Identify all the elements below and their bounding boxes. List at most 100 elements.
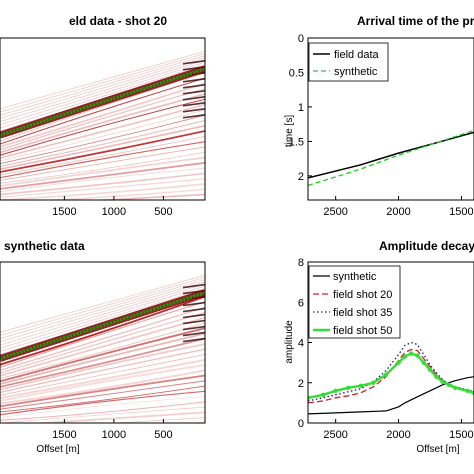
legend-box — [308, 42, 389, 82]
reflection-event — [0, 306, 205, 371]
data-point — [308, 395, 311, 401]
reflection-event — [0, 385, 205, 413]
picked-arrival-line — [0, 67, 205, 137]
plot-frame — [0, 261, 206, 424]
reflection-event — [0, 311, 205, 374]
y-tick-label: 1.5 — [289, 136, 304, 148]
reflection-event — [182, 331, 205, 337]
reflection-event — [0, 288, 205, 352]
data-point — [452, 385, 458, 390]
reflection-event — [0, 348, 205, 394]
reflection-event — [0, 354, 205, 396]
reflection-event — [182, 95, 205, 101]
y-tick-label: 4 — [298, 338, 304, 350]
reflection-event — [0, 172, 205, 196]
x-tick-labels: 1500 1000 500 — [52, 196, 173, 218]
reflection-event — [0, 322, 205, 380]
data-point — [358, 383, 364, 388]
legend-label-shot-50: field shot 50 — [333, 325, 392, 337]
legend-label-synthetic: synthetic — [333, 271, 377, 283]
series-lines — [308, 129, 474, 187]
panel-synthetic-data: synthetic data 1500 1000 500 Offset [m] — [0, 239, 206, 455]
reflection-event — [0, 151, 205, 184]
data-point — [434, 374, 439, 379]
panel-arrival-time: Arrival time of the pr 2500 2000 1500 0 0.5 1… — [284, 14, 474, 218]
reflection-event — [0, 295, 205, 366]
reflection-event — [0, 401, 205, 421]
reflection-event — [182, 301, 205, 307]
reflection-event — [0, 316, 205, 377]
reflection-event — [0, 109, 205, 162]
reflection-event — [0, 77, 205, 145]
reflection-event — [0, 64, 205, 129]
reflection-event — [0, 93, 205, 154]
data-point — [320, 392, 326, 398]
data-point — [446, 382, 452, 387]
x-tick-label: 1500 — [52, 429, 76, 441]
reflection-event — [0, 343, 205, 391]
x-tick-label: 500 — [154, 429, 172, 441]
reflection-event — [0, 274, 205, 333]
data-point — [440, 379, 445, 384]
reflection-event — [0, 167, 205, 193]
legend-label-field-data: field data — [334, 49, 380, 61]
reflection-event — [0, 281, 205, 343]
data-point — [346, 385, 351, 390]
x-tick-label: 2000 — [386, 206, 410, 218]
y-tick-label: 0 — [298, 418, 304, 430]
reflection-event — [0, 285, 205, 349]
panel-field-data: eld data - shot 20 1500 1000 500 — [0, 14, 206, 218]
reflection-event — [0, 358, 205, 399]
panel-amplitude-decay: Amplitude decay 2500 2000 1500 0 2 4 6 8 amplit… — [284, 239, 474, 455]
seismic-image — [0, 274, 205, 423]
axis-ticks: 2500 2000 1500 0 2 4 6 8 — [298, 257, 474, 441]
reflection-event — [0, 59, 205, 122]
reflection-event — [182, 325, 205, 331]
reflection-event — [0, 332, 205, 385]
y-tick-label: 8 — [298, 257, 304, 269]
legend-label-synthetic: synthetic — [334, 66, 378, 78]
reflection-event — [182, 89, 205, 95]
reflection-event — [0, 380, 205, 410]
x-axis-label: Offset [m] — [36, 444, 79, 455]
reflection-event — [182, 337, 205, 343]
seismic-image — [0, 50, 205, 200]
data-point — [415, 353, 420, 358]
data-point — [427, 367, 433, 372]
x-tick-label: 1500 — [449, 206, 473, 218]
y-tick-label: 2 — [298, 171, 304, 183]
series-line-synthetic — [308, 376, 474, 415]
data-point — [408, 351, 414, 356]
y-axis-label: time [s] — [284, 115, 295, 147]
reflection-event — [43, 188, 205, 200]
reflection-event — [0, 277, 205, 336]
reflection-event — [0, 364, 205, 402]
plot-frame — [307, 37, 474, 201]
y-tick-label: 1 — [298, 102, 304, 114]
chart-title: Arrival time of the pr — [357, 14, 474, 28]
reflection-event — [0, 135, 205, 176]
reflection-event — [182, 313, 205, 319]
reflection-event — [0, 72, 205, 142]
reflection-event — [0, 337, 205, 388]
series-line-synthetic — [308, 129, 474, 187]
chart-title: eld data - shot 20 — [69, 14, 167, 28]
reflection-event — [0, 141, 205, 179]
reflection-event — [0, 57, 205, 119]
reflection-event — [0, 327, 205, 383]
x-tick-label: 1000 — [102, 429, 126, 441]
x-tick-label: 2500 — [323, 429, 347, 441]
x-tick-label: 2500 — [323, 206, 347, 218]
x-tick-label: 1500 — [449, 429, 473, 441]
reflection-event — [182, 77, 205, 83]
reflection-event — [0, 374, 205, 408]
series-line-field-shot-50 — [308, 352, 474, 399]
reflection-event — [0, 161, 205, 190]
reflection-event — [182, 283, 205, 289]
legend-box — [308, 265, 401, 339]
chart-title: synthetic data — [4, 239, 85, 253]
reflection-event — [182, 113, 205, 119]
reflection-event — [0, 53, 205, 113]
legend: field data synthetic — [308, 42, 389, 82]
